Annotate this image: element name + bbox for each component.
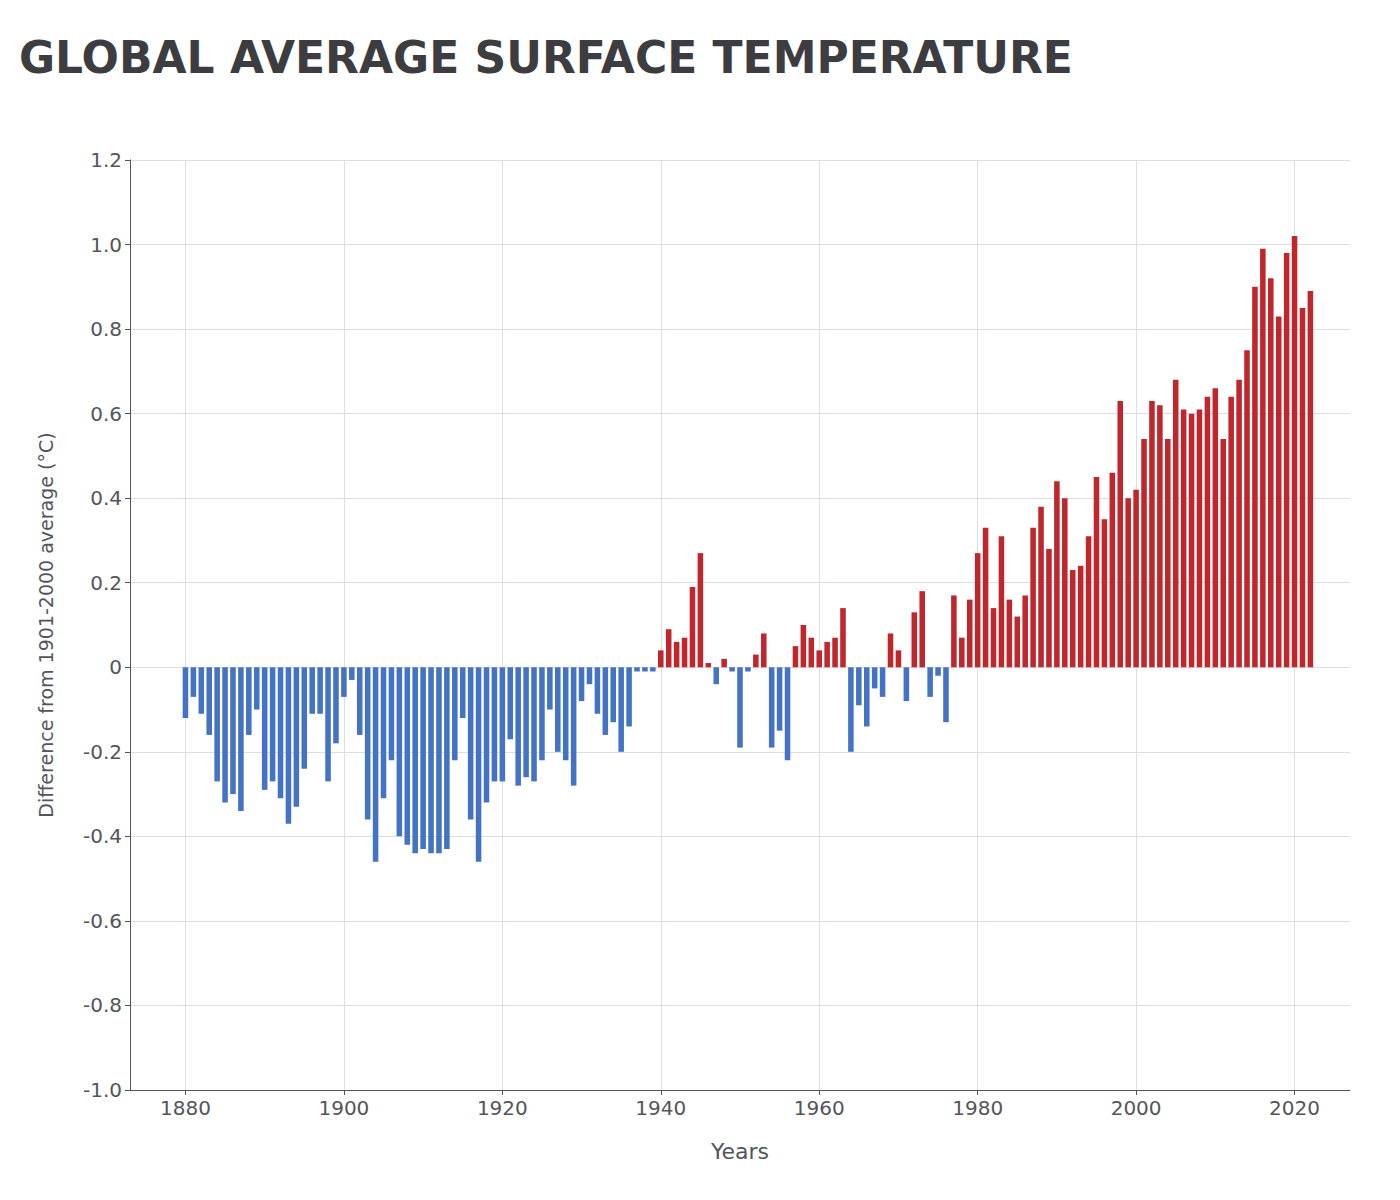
svg-text:0.2: 0.2 (90, 571, 122, 595)
svg-text:-0.2: -0.2 (83, 740, 122, 764)
svg-text:1960: 1960 (794, 1096, 845, 1120)
svg-text:1.0: 1.0 (90, 233, 122, 257)
svg-text:1920: 1920 (477, 1096, 528, 1120)
svg-text:0.6: 0.6 (90, 402, 122, 426)
svg-text:0.8: 0.8 (90, 317, 122, 341)
svg-text:1900: 1900 (318, 1096, 369, 1120)
svg-text:0.4: 0.4 (90, 486, 122, 510)
svg-text:1880: 1880 (160, 1096, 211, 1120)
svg-text:GLOBAL AVERAGE SURFACE TEMPERA: GLOBAL AVERAGE SURFACE TEMPERATURE (19, 32, 1073, 83)
svg-text:1940: 1940 (635, 1096, 686, 1120)
svg-text:0: 0 (109, 655, 122, 679)
svg-text:-0.4: -0.4 (83, 824, 122, 848)
svg-text:-1.0: -1.0 (83, 1078, 122, 1102)
svg-text:-0.6: -0.6 (83, 909, 122, 933)
svg-text:1980: 1980 (952, 1096, 1003, 1120)
svg-text:1.2: 1.2 (90, 148, 122, 172)
svg-text:2020: 2020 (1269, 1096, 1320, 1120)
svg-text:-0.8: -0.8 (83, 993, 122, 1017)
svg-text:Difference from 1901-2000 aver: Difference from 1901-2000 average (°C) (35, 432, 57, 817)
svg-text:Years: Years (710, 1139, 769, 1164)
svg-text:2000: 2000 (1111, 1096, 1162, 1120)
